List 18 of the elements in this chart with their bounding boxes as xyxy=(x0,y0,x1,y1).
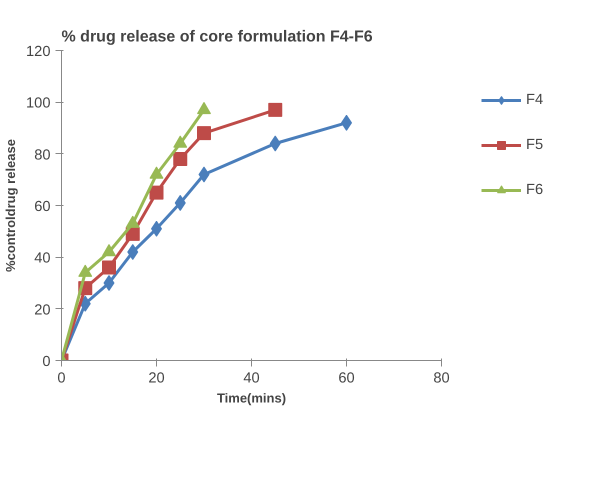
y-tick-label: 20 xyxy=(34,302,51,318)
legend-label: F4 xyxy=(526,92,544,108)
x-tick-label: 60 xyxy=(338,370,355,386)
y-axis-title: %controldrug release xyxy=(3,139,18,272)
x-tick-label: 40 xyxy=(243,370,260,386)
x-tick-label: 0 xyxy=(57,370,66,386)
y-tick-label: 40 xyxy=(34,250,51,267)
y-tick-label: 0 xyxy=(42,354,51,370)
y-tick-label: 100 xyxy=(26,96,51,112)
y-tick-label: 60 xyxy=(34,199,51,215)
y-tick-label: 80 xyxy=(34,147,51,164)
legend-label: F5 xyxy=(526,137,544,153)
legend-label: F6 xyxy=(526,182,544,198)
y-tick-label: 120 xyxy=(26,44,51,60)
x-axis-title: Time(mins) xyxy=(216,390,286,406)
x-tick-label: 20 xyxy=(148,370,165,386)
x-tick-label: 80 xyxy=(433,370,450,386)
chart-title: % drug release of core formulation F4-F6 xyxy=(62,28,373,46)
